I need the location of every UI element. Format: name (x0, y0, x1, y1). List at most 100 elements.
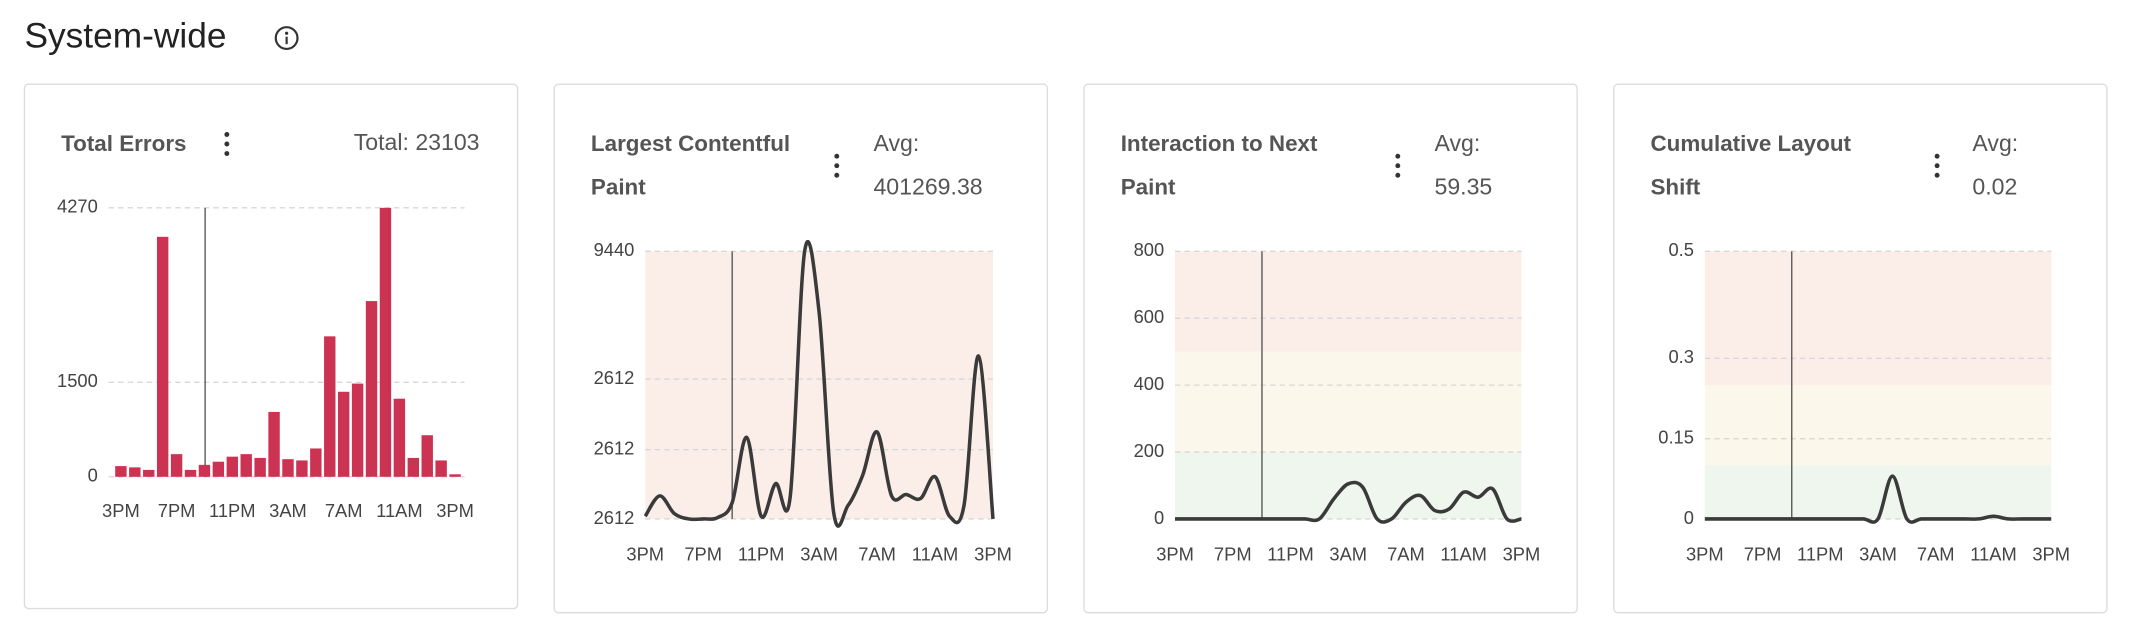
bar (407, 457, 420, 477)
bar (337, 391, 350, 477)
x-tick-label: 3AM (1329, 543, 1367, 564)
x-tick-label: 7AM (858, 543, 896, 564)
x-tick-label: 3AM (1859, 543, 1897, 564)
y-tick-label: 2612 (594, 367, 635, 388)
bar (324, 336, 336, 477)
bar (393, 398, 406, 477)
menu-button[interactable] (1395, 153, 1401, 178)
x-tick-label: 7AM (1387, 543, 1425, 564)
bar (226, 456, 238, 477)
y-tick-label: 800 (1134, 239, 1165, 260)
x-tick-label: 3PM (626, 543, 664, 564)
bar (365, 301, 378, 477)
chart-card: Largest Contentful Paint Avg: 401269.38 26… (553, 83, 1049, 614)
bar (156, 236, 169, 477)
summary-box: Avg: 59.35 (1434, 130, 1493, 200)
x-tick-label: 3PM (1156, 543, 1194, 564)
summary-box: Avg: 0.02 (1972, 130, 2019, 200)
x-tick-label: 3PM (102, 500, 140, 521)
y-tick-label: 2612 (594, 507, 635, 528)
threshold-band (645, 251, 994, 519)
bar (240, 454, 252, 477)
summary: Total: 23103 (354, 129, 480, 155)
x-tick-label: 11AM (376, 500, 423, 521)
threshold-band (1704, 385, 2052, 466)
menu-button[interactable] (834, 153, 840, 178)
menu-button[interactable] (224, 132, 230, 156)
x-tick-label: 11AM (912, 543, 959, 564)
y-tick-label: 600 (1134, 306, 1165, 327)
y-tick-label: 0.15 (1658, 426, 1694, 447)
x-tick-label: 7PM (684, 543, 722, 564)
threshold-band (1175, 351, 1522, 453)
x-tick-label: 11PM (209, 500, 256, 521)
x-tick-label: 7PM (158, 500, 196, 521)
y-tick-label: 0.3 (1668, 346, 1693, 367)
line (1175, 480, 1522, 524)
bar (184, 469, 197, 477)
bar (143, 469, 155, 477)
bar (296, 460, 308, 477)
summary: Avg: 401269.38 (873, 130, 983, 200)
menu-dot (224, 141, 230, 147)
y-tick-label: 1500 (57, 370, 98, 391)
x-tick-label: 11AM (1970, 543, 2017, 564)
bar (115, 466, 127, 477)
menu-button[interactable] (1934, 153, 1940, 178)
summary: Avg: 59.35 (1434, 130, 1493, 200)
chart-title: Interaction to Next Paint (1120, 131, 1318, 200)
summary: Avg: 0.02 (1972, 130, 2019, 200)
chart-title: Largest Contentful Paint (590, 131, 791, 200)
title-box: Largest Contentful Paint (590, 131, 791, 200)
y-tick-label: 9440 (594, 239, 635, 260)
bar (351, 383, 364, 477)
menu-dot (834, 163, 840, 169)
x-tick-label: 3PM (436, 500, 474, 521)
bar (310, 448, 322, 477)
x-tick-label: 3AM (269, 500, 307, 521)
y-tick-label: 0 (1684, 507, 1694, 528)
menu-dot (1934, 172, 1940, 178)
menu-dot (224, 151, 230, 156)
info-icon[interactable] (274, 26, 299, 51)
chart-card: Cumulative Layout Shift Avg: 0.02 0 0.15 0.3… (1613, 83, 2108, 614)
bar (254, 457, 266, 477)
title-box: Total Errors (61, 131, 187, 157)
chart-card: Total Errors Total: 23103 0 1500 4270 3PM 7PM 1… (23, 83, 519, 610)
x-tick-label: 3PM (1503, 543, 1541, 564)
x-tick-label: 11PM (738, 543, 785, 564)
x-tick-label: 11PM (1797, 543, 1844, 564)
bar (170, 454, 183, 477)
summary-box: Avg: 401269.38 (873, 130, 983, 200)
x-tick-label: 3PM (974, 543, 1012, 564)
menu-dot (1934, 163, 1940, 169)
menu-dot (834, 172, 840, 178)
threshold-band (1175, 251, 1522, 352)
menu-dot (224, 132, 230, 137)
section-title: System-wide (24, 16, 226, 55)
bar (449, 474, 461, 477)
title-box: Cumulative Layout Shift (1650, 131, 1851, 200)
x-tick-label: 3PM (2032, 543, 2070, 564)
chart-card: Interaction to Next Paint Avg: 59.35 0 200 4… (1083, 83, 1578, 614)
y-tick-label: 4270 (57, 196, 98, 217)
bar (129, 467, 141, 477)
bar (379, 207, 392, 477)
bar (268, 411, 280, 477)
x-tick-label: 7AM (1917, 543, 1955, 564)
y-tick-label: 0 (88, 465, 98, 486)
y-tick-label: 200 (1134, 440, 1165, 461)
chart-title: Cumulative Layout Shift (1650, 131, 1851, 200)
menu-dot (1395, 153, 1401, 159)
x-tick-label: 11PM (1267, 543, 1314, 564)
bar (198, 464, 211, 477)
menu-dot (1395, 163, 1401, 169)
y-tick-label: 0 (1154, 507, 1164, 528)
x-tick-label: 11AM (1440, 543, 1487, 564)
chart-title: Total Errors (61, 131, 187, 157)
bar (212, 461, 225, 477)
x-tick-label: 7PM (1214, 543, 1252, 564)
bar (421, 435, 433, 477)
